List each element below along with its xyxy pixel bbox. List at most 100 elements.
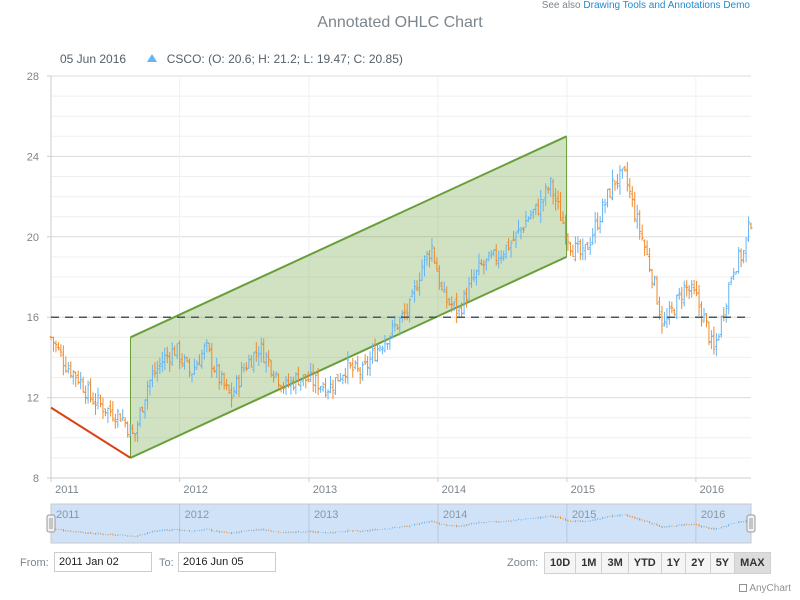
ohlc-bar: [526, 216, 530, 222]
zoom-5y-button[interactable]: 5Y: [709, 552, 736, 574]
ohlc-bar: [677, 287, 681, 300]
see-also-link[interactable]: Drawing Tools and Annotations Demo: [583, 0, 750, 11]
ohlc-bar: [168, 352, 172, 373]
ohlc-bar: [645, 240, 649, 256]
y-tick-label: 8: [33, 473, 39, 485]
ohlc-bar: [667, 301, 671, 325]
ohlc-bar: [356, 355, 360, 373]
ohlc-bar: [447, 297, 451, 306]
ohlc-bar: [282, 381, 286, 394]
ohlc-bar: [153, 362, 157, 378]
navigator-year-label: 2015: [572, 509, 596, 521]
ohlc-bar: [272, 370, 276, 383]
ohlc-bar: [739, 248, 743, 268]
ohlc-bar: [296, 366, 300, 386]
ohlc-bar: [279, 384, 283, 393]
ohlc-bar: [729, 276, 733, 286]
x-tick-label: 2013: [313, 484, 337, 496]
zoom-buttons: 10D 1M 3M YTD 1Y 2Y 5Y MAX: [544, 552, 771, 574]
ohlc-bar: [583, 244, 587, 261]
ohlc-bar: [138, 407, 142, 428]
ohlc-bar: [551, 179, 555, 205]
legend-series-name: CSCO: [166, 52, 202, 66]
ohlc-bar: [195, 360, 199, 370]
navigator-right-handle[interactable]: [746, 514, 756, 533]
ohlc-bar: [682, 280, 686, 307]
ohlc-bar: [343, 368, 347, 384]
ohlc-bar: [576, 236, 580, 254]
ohlc-bar: [262, 338, 266, 363]
ohlc-bar: [259, 337, 263, 363]
zoom-1y-button[interactable]: 1Y: [660, 552, 687, 574]
ohlc-bar: [430, 238, 434, 262]
ohlc-bar: [155, 360, 159, 382]
y-tick-label: 20: [27, 232, 39, 244]
ohlc-bar: [61, 345, 65, 376]
ohlc-bar: [700, 301, 704, 327]
ohlc-bar: [675, 294, 679, 320]
from-date-input[interactable]: [54, 552, 152, 572]
ohlc-bar: [504, 244, 508, 259]
ohlc-bar: [650, 268, 654, 289]
ohlc-bar: [719, 315, 723, 338]
ohlc-bar: [98, 394, 102, 408]
ohlc-bar: [529, 209, 533, 220]
credits[interactable]: AnyChart: [739, 583, 791, 594]
ohlc-bar: [704, 313, 708, 328]
ohlc-bar: [593, 212, 597, 244]
navigator-year-label: 2016: [701, 509, 725, 521]
ohlc-bar: [267, 350, 271, 367]
zoom-ytd-button[interactable]: YTD: [627, 552, 662, 574]
ohlc-bar: [709, 330, 713, 350]
zoom-1m-button[interactable]: 1M: [575, 552, 603, 574]
ohlc-bar: [521, 227, 525, 234]
zoom-max-button[interactable]: MAX: [734, 552, 771, 574]
ohlc-bar: [618, 165, 622, 195]
ohlc-bar: [123, 417, 127, 428]
ohlc-bar: [477, 253, 481, 276]
ohlc-bar: [643, 239, 647, 256]
channel-fill: [130, 136, 567, 458]
zoom-2y-button[interactable]: 2Y: [685, 552, 711, 574]
ohlc-bar: [116, 408, 120, 428]
legend-up-triangle-icon: [147, 54, 158, 62]
ohlc-bar: [638, 210, 642, 240]
ohlc-bar: [96, 387, 100, 410]
ohlc-bar: [727, 282, 731, 315]
x-tick-label: 2011: [55, 484, 79, 496]
navigator-left-handle[interactable]: [46, 514, 56, 533]
ohlc-bar: [514, 231, 518, 248]
ohlc-bar: [388, 335, 392, 350]
zoom-10d-button[interactable]: 10D: [544, 552, 577, 574]
ohlc-bar: [655, 275, 659, 305]
ohlc-bar: [432, 246, 436, 264]
ohlc-bar: [744, 237, 748, 263]
ohlc-bar: [487, 251, 491, 262]
ohlc-bar: [309, 362, 313, 382]
ohlc-bar: [202, 343, 206, 360]
ohlc-bar: [623, 165, 627, 172]
to-date-input[interactable]: [178, 552, 276, 572]
ohlc-bar: [489, 250, 493, 259]
ohlc-bar: [86, 380, 90, 404]
ohlc-bar: [601, 198, 605, 223]
y-tick-label: 12: [27, 393, 39, 405]
ohlc-bar: [227, 384, 231, 395]
see-also-prefix: See also: [541, 0, 584, 11]
ohlc-bar: [586, 241, 590, 250]
ohlc-bar: [512, 230, 516, 242]
ohlc-bar: [113, 413, 117, 429]
ohlc-bar: [568, 241, 572, 256]
ohlc-bar: [722, 307, 726, 322]
ohlc-bar: [633, 191, 637, 223]
ohlc-bar: [732, 267, 736, 281]
ohlc-bar: [121, 409, 125, 421]
ohlc-bar: [509, 240, 513, 258]
zoom-3m-button[interactable]: 3M: [601, 552, 629, 574]
ohlc-bar: [420, 259, 424, 282]
ohlc-bar: [608, 188, 612, 198]
ohlc-bar: [306, 371, 310, 383]
ohlc-bar: [321, 381, 325, 392]
ohlc-bar: [165, 346, 169, 364]
